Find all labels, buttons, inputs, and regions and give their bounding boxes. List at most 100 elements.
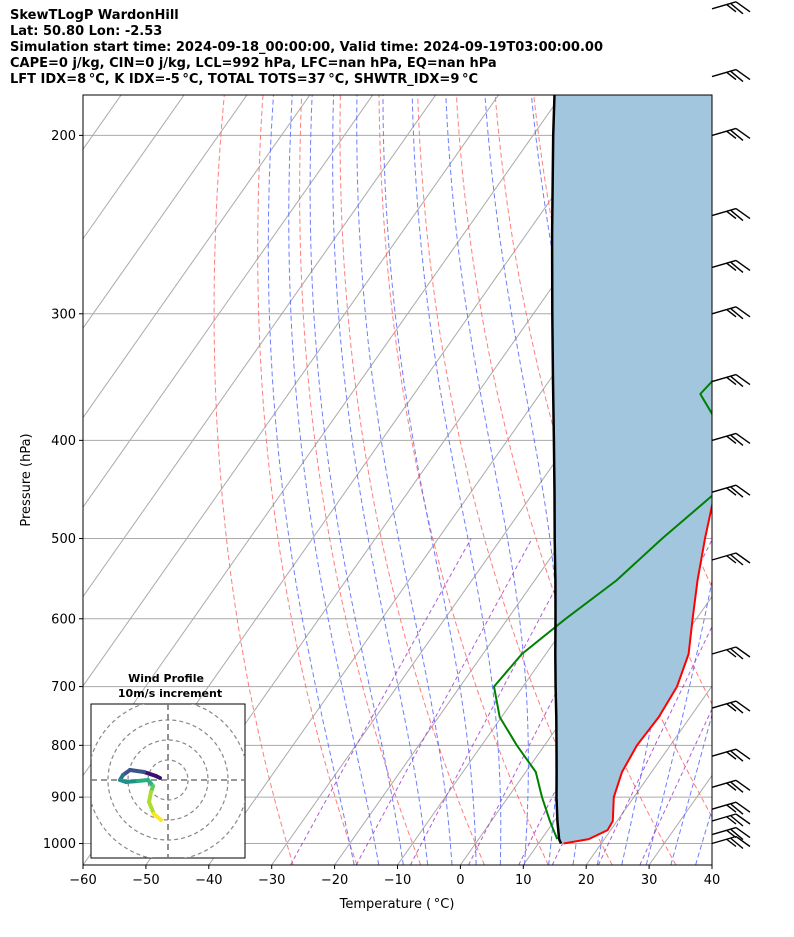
inset-title: Wind Profile [128, 672, 204, 685]
inset-ring [127, 739, 209, 821]
x-tick-label: −20 [321, 873, 348, 888]
barb-shape [711, 259, 751, 273]
barb-shape [711, 306, 751, 320]
hodograph-segment [142, 770, 158, 778]
barb-shape [711, 779, 751, 793]
isotherm-line [145, 95, 688, 865]
barb-shape [711, 68, 751, 83]
cape-shading [552, 95, 712, 844]
inset-plot [91, 704, 245, 858]
axes: 1002003004005006007008009001000−60−50−40… [43, 94, 721, 888]
moist-adiabat [621, 95, 689, 865]
wind-barb [711, 801, 751, 815]
x-tick-label: −50 [132, 873, 159, 888]
mixing-ratio-line [639, 707, 712, 865]
wind-barb [711, 813, 751, 827]
header-line-times: Simulation start time: 2024-09-18_00:00:… [10, 40, 603, 55]
profile-lines [493, 95, 712, 845]
isotherm-line [711, 864, 712, 865]
isotherm-line [83, 95, 625, 865]
isotherm-line [83, 95, 374, 508]
wind-barb [711, 259, 751, 273]
wind-barb [711, 1, 751, 15]
dry-adiabat [455, 95, 677, 865]
cape-shaded-area [552, 95, 712, 844]
barb-shape [711, 835, 751, 850]
hodograph-segment [124, 779, 140, 784]
isotherm-line [83, 95, 311, 419]
isotherm-line [397, 416, 712, 865]
isotherm-line [775, 0, 794, 865]
hodograph-segment [147, 800, 156, 816]
barb-shape [711, 1, 751, 15]
header-line-location: Lat: 50.80 Lon: -2.53 [10, 24, 163, 39]
wind-barb [711, 748, 751, 762]
barb-shape [711, 432, 751, 446]
x-tick-label: 0 [456, 873, 464, 888]
y-tick-label: 800 [51, 739, 76, 754]
dry-adiabat [751, 0, 794, 865]
barb-shape [711, 813, 751, 827]
moist-adiabat [445, 95, 529, 865]
mixing-ratio-line [409, 538, 583, 865]
y-tick-label: 500 [51, 532, 76, 547]
y-tick-label: 600 [51, 612, 76, 627]
barb-shape [711, 646, 751, 660]
wind-barb [711, 826, 751, 841]
y-axis-label: Pressure (hPa) [19, 433, 34, 526]
hodograph-segment [128, 768, 146, 774]
moist-adiabat [332, 95, 429, 865]
x-tick-label: 20 [578, 873, 595, 888]
wind-barb [711, 432, 751, 446]
isotherm-line [83, 95, 437, 598]
wind-barb [711, 552, 751, 566]
wind-barb [711, 207, 751, 222]
x-tick-label: −10 [384, 873, 411, 888]
wind-barbs [711, 1, 751, 850]
moist-adiabat [288, 95, 380, 865]
wind-barb [711, 835, 751, 850]
y-tick-label: 300 [51, 307, 76, 322]
mixing-ratio-line [597, 625, 712, 865]
x-tick-label: −60 [69, 873, 96, 888]
header-line-station: SkewTLogP WardonHill [10, 8, 179, 23]
wind-barb [711, 306, 751, 320]
parcel-line [550, 95, 563, 844]
header-line-indices: LFT IDX=8 °C, K IDX=-5 °C, TOTAL TOTS=37… [10, 72, 478, 87]
wind-barb [711, 127, 751, 141]
wind-barb [711, 646, 751, 660]
moist-adiabat [670, 712, 712, 865]
x-tick-label: −40 [195, 873, 222, 888]
dry-adiabat [783, 0, 794, 865]
moist-adiabat [411, 95, 502, 865]
x-tick-label: −30 [258, 873, 285, 888]
y-tick-label: 200 [51, 129, 76, 144]
moist-adiabat [267, 95, 355, 865]
dry-adiabat [299, 95, 422, 865]
hodograph-segment [152, 812, 163, 822]
wind-barb [711, 484, 751, 498]
mixing-ratio-line [355, 538, 533, 865]
barb-shape [711, 552, 751, 566]
wind-barb [711, 373, 751, 388]
y-tick-label: 700 [51, 680, 76, 695]
dewpoint-line [493, 379, 712, 840]
wind-barb [711, 779, 751, 793]
isotherm-line [83, 95, 500, 687]
barb-shape [711, 207, 751, 222]
chart-header: SkewTLogP WardonHill Lat: 50.80 Lon: -2.… [10, 8, 603, 88]
dry-adiabat [339, 95, 485, 865]
x-tick-label: 40 [704, 873, 721, 888]
barb-shape [711, 700, 751, 714]
dry-adiabat [257, 95, 358, 865]
isotherm-line [83, 95, 563, 777]
y-tick-label: 900 [51, 791, 76, 806]
wind-barb [711, 68, 751, 83]
y-tick-label: 1000 [43, 837, 76, 852]
barb-shape [711, 127, 751, 141]
temperature-line [563, 500, 712, 845]
moist-adiabat [356, 95, 453, 865]
inset-subtitle: 10m/s increment [118, 687, 222, 700]
isotherm-line [585, 685, 712, 865]
x-axis-label: Temperature ( °C) [339, 897, 455, 912]
